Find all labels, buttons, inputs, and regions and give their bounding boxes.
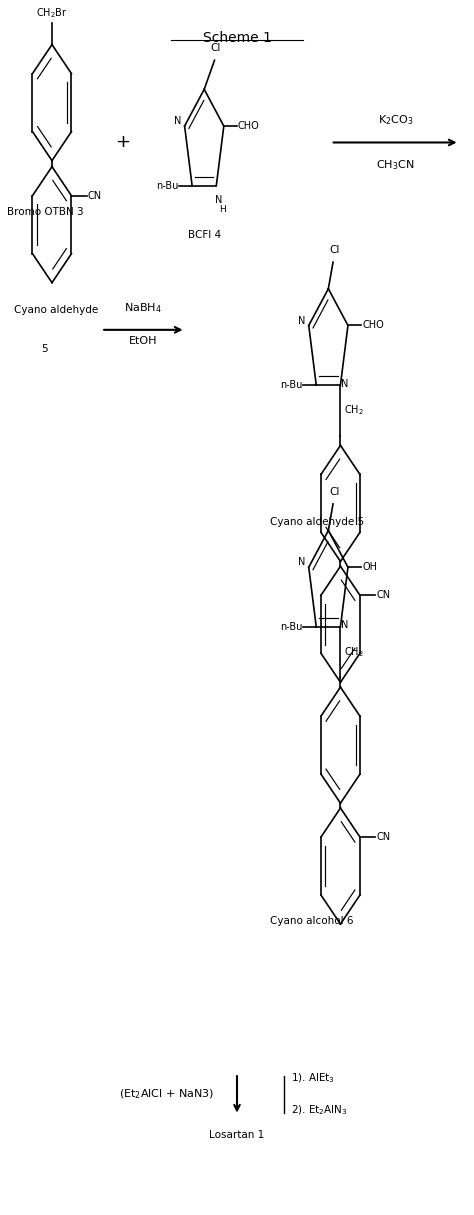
Text: n-Bu: n-Bu	[155, 181, 178, 191]
Text: 5: 5	[42, 344, 48, 355]
Text: CHO: CHO	[362, 321, 384, 330]
Text: Scheme 1: Scheme 1	[202, 32, 272, 45]
Text: BCFI 4: BCFI 4	[188, 230, 221, 239]
Text: N: N	[174, 117, 182, 126]
Text: CN: CN	[88, 191, 102, 200]
Text: CH$_2$: CH$_2$	[344, 645, 364, 659]
Text: NaBH$_4$: NaBH$_4$	[124, 301, 162, 316]
Text: 1). AlEt$_3$: 1). AlEt$_3$	[291, 1072, 335, 1085]
Text: (Et$_2$AlCl + NaN3): (Et$_2$AlCl + NaN3)	[119, 1087, 214, 1101]
Text: N: N	[340, 621, 348, 631]
Text: CN: CN	[376, 832, 391, 842]
Text: n-Bu: n-Bu	[280, 380, 302, 390]
Text: Cl: Cl	[329, 487, 340, 497]
Text: CH$_3$CN: CH$_3$CN	[376, 158, 415, 173]
Text: N: N	[216, 196, 223, 205]
Text: +: +	[115, 134, 130, 152]
Text: N: N	[299, 316, 306, 326]
Text: Cyano alcohol 6: Cyano alcohol 6	[270, 916, 353, 926]
Text: CN: CN	[376, 590, 391, 600]
Text: K$_2$CO$_3$: K$_2$CO$_3$	[378, 113, 413, 126]
Text: N: N	[299, 558, 306, 567]
Text: OH: OH	[362, 563, 377, 572]
Text: Losartan 1: Losartan 1	[210, 1130, 264, 1140]
Text: Cyano aldehyde 5: Cyano aldehyde 5	[270, 518, 364, 527]
Text: H: H	[219, 205, 226, 214]
Text: Cl: Cl	[211, 43, 221, 53]
Text: EtOH: EtOH	[129, 335, 157, 346]
Text: Cl: Cl	[329, 245, 340, 255]
Text: N: N	[340, 379, 348, 389]
Text: Bromo OTBN 3: Bromo OTBN 3	[8, 207, 84, 216]
Text: CHO: CHO	[238, 122, 260, 131]
Text: CH$_2$: CH$_2$	[344, 403, 364, 417]
Text: n-Bu: n-Bu	[280, 622, 302, 632]
Text: Cyano aldehyde: Cyano aldehyde	[15, 305, 99, 316]
Text: 2). Et$_2$AlN$_3$: 2). Et$_2$AlN$_3$	[291, 1104, 347, 1118]
Text: CH$_2$Br: CH$_2$Br	[36, 6, 68, 21]
